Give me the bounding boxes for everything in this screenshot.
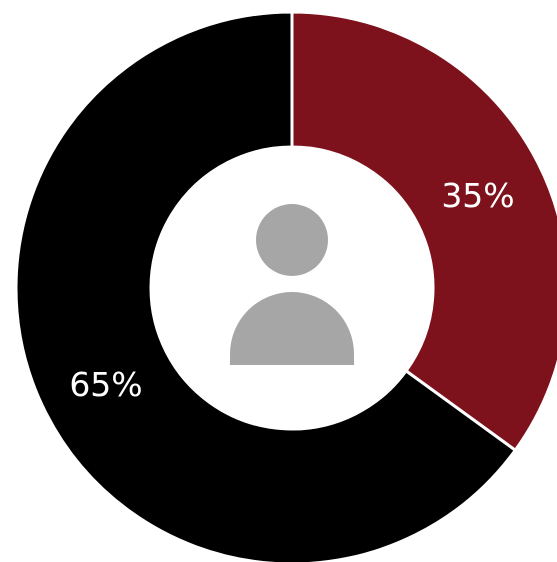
slices-group bbox=[14, 10, 557, 562]
user-head bbox=[256, 204, 328, 276]
slice-label-0: 35% bbox=[441, 176, 514, 215]
donut-slice-1 bbox=[14, 10, 518, 562]
user-body bbox=[230, 292, 354, 365]
slice-label-1: 65% bbox=[69, 365, 142, 404]
donut-slice-0 bbox=[290, 10, 557, 453]
labels-group: 35% 65% bbox=[69, 176, 514, 404]
user-silhouette-icon bbox=[230, 204, 354, 365]
